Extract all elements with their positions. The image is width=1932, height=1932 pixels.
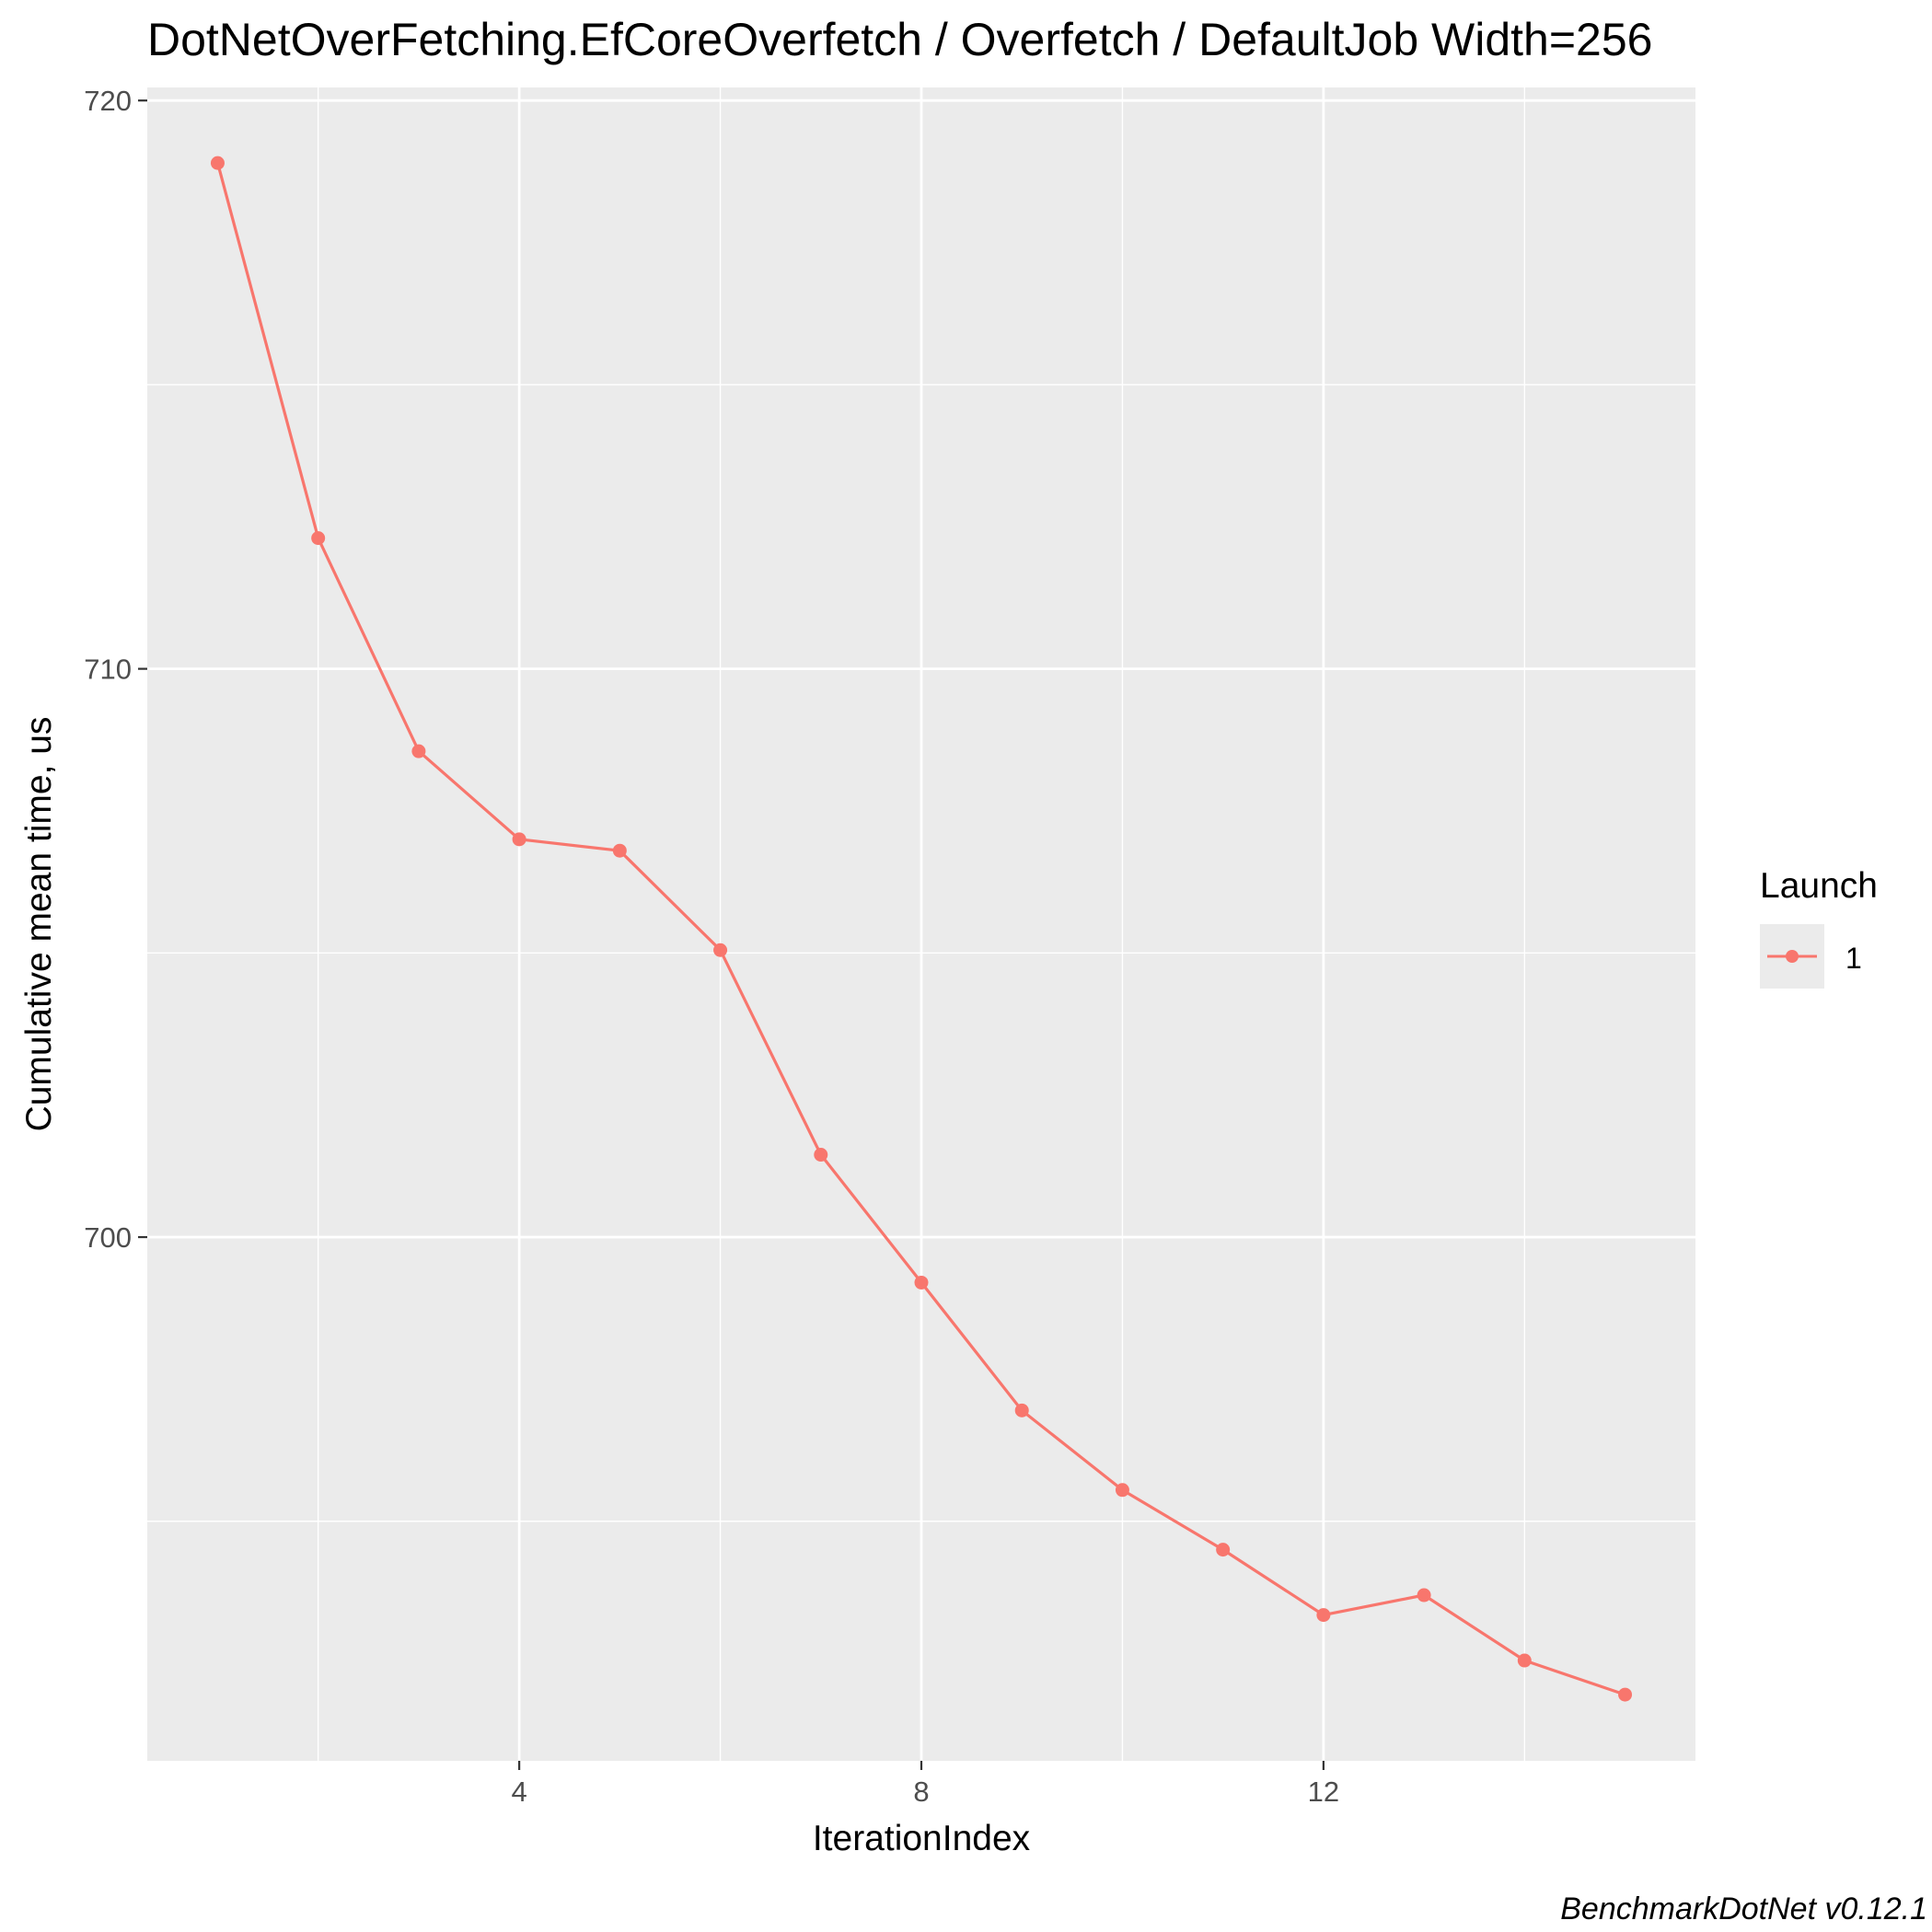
legend-title: Launch — [1760, 866, 1878, 906]
major-gridlines — [147, 87, 1695, 1761]
data-point — [612, 843, 627, 858]
y-axis-title: Cumulative mean time, us — [19, 717, 59, 1132]
legend-key-point — [1786, 950, 1799, 963]
data-point — [713, 943, 728, 957]
legend-label: 1 — [1845, 942, 1862, 975]
data-point — [1417, 1588, 1431, 1602]
axis-layer: 4 8 12 700 710 720 — [84, 85, 1339, 1808]
data-point — [1014, 1403, 1029, 1417]
data-point — [1517, 1653, 1532, 1668]
x-tick-label: 12 — [1308, 1776, 1339, 1808]
y-tick-label: 720 — [84, 85, 132, 117]
x-tick-label: 8 — [913, 1776, 929, 1808]
data-point — [1618, 1687, 1633, 1702]
data-point — [512, 832, 526, 847]
x-tick-label: 4 — [511, 1776, 526, 1808]
data-point — [210, 156, 225, 170]
data-point — [311, 531, 326, 546]
legend: Launch 1 — [1760, 866, 1878, 989]
series-layer — [210, 156, 1633, 1702]
data-point — [1316, 1608, 1331, 1623]
data-point — [914, 1275, 929, 1290]
caption: BenchmarkDotNet v0.12.1 — [1560, 1892, 1927, 1926]
data-point — [814, 1148, 828, 1163]
data-point — [1115, 1483, 1129, 1498]
data-point — [1216, 1543, 1231, 1557]
y-tick-label: 710 — [84, 654, 132, 686]
y-tick-label: 700 — [84, 1221, 132, 1254]
chart-title: DotNetOverFetching.EfCoreOverfetch / Ove… — [147, 14, 1652, 65]
x-axis-title: IterationIndex — [813, 1819, 1031, 1858]
data-point — [411, 744, 426, 758]
